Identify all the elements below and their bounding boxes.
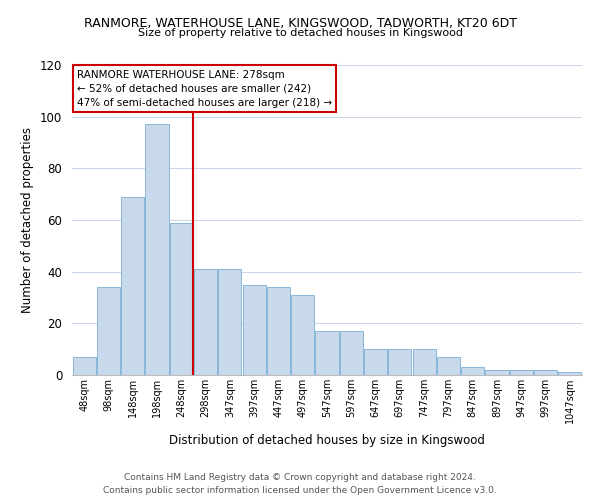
- Bar: [437, 357, 460, 375]
- Bar: [534, 370, 557, 375]
- Bar: [461, 367, 484, 375]
- Y-axis label: Number of detached properties: Number of detached properties: [22, 127, 34, 313]
- Bar: [340, 331, 363, 375]
- Bar: [316, 331, 338, 375]
- Bar: [170, 222, 193, 375]
- Bar: [485, 370, 509, 375]
- Bar: [218, 269, 241, 375]
- Bar: [291, 295, 314, 375]
- Text: RANMORE, WATERHOUSE LANE, KINGSWOOD, TADWORTH, KT20 6DT: RANMORE, WATERHOUSE LANE, KINGSWOOD, TAD…: [83, 18, 517, 30]
- Bar: [267, 287, 290, 375]
- Text: RANMORE WATERHOUSE LANE: 278sqm
← 52% of detached houses are smaller (242)
47% o: RANMORE WATERHOUSE LANE: 278sqm ← 52% of…: [77, 70, 332, 108]
- Text: Contains HM Land Registry data © Crown copyright and database right 2024.
Contai: Contains HM Land Registry data © Crown c…: [103, 474, 497, 495]
- Text: Size of property relative to detached houses in Kingswood: Size of property relative to detached ho…: [137, 28, 463, 38]
- Bar: [388, 349, 412, 375]
- Bar: [194, 269, 217, 375]
- Bar: [242, 284, 266, 375]
- Bar: [413, 349, 436, 375]
- Bar: [73, 357, 95, 375]
- Bar: [559, 372, 581, 375]
- Bar: [145, 124, 169, 375]
- Bar: [97, 287, 120, 375]
- X-axis label: Distribution of detached houses by size in Kingswood: Distribution of detached houses by size …: [169, 434, 485, 448]
- Bar: [510, 370, 533, 375]
- Bar: [121, 196, 144, 375]
- Bar: [364, 349, 387, 375]
